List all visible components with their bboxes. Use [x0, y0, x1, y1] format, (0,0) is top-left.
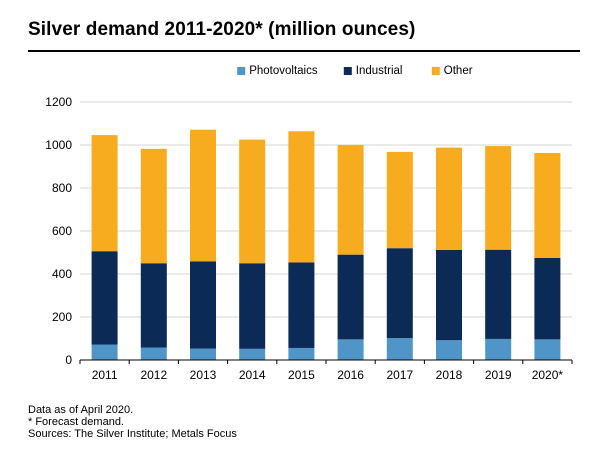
bar-other-2019 [485, 146, 512, 250]
bar-industrial-2017 [386, 248, 413, 339]
x-tick-label: 2012 [140, 368, 167, 382]
chart-notes: Data as of April 2020. * Forecast demand… [28, 404, 237, 440]
x-tick-label: 2011 [92, 368, 118, 382]
bar-other-2018 [436, 147, 462, 250]
bar-other-2014 [239, 139, 266, 264]
bar-photovoltaics-2016 [337, 339, 364, 360]
bar-other-2017 [386, 151, 413, 249]
bar-other-2020 [534, 152, 561, 258]
bar-photovoltaics-2013 [190, 348, 216, 360]
legend-swatch-industrial [343, 67, 352, 75]
y-tick-label: 600 [52, 224, 72, 238]
y-tick-label: 800 [52, 181, 72, 195]
x-tick-label: 2019 [485, 368, 512, 382]
x-tick-label: 2013 [190, 368, 217, 382]
bar-industrial-2014 [239, 263, 266, 349]
x-tick-label: 2020* [532, 368, 564, 382]
x-tick-label: 2018 [436, 368, 463, 382]
chart-frame: Silver demand 2011-2020* (million ounces… [24, 14, 580, 440]
bar-other-2013 [190, 129, 216, 262]
y-tick-label: 1000 [45, 138, 72, 152]
bar-industrial-2020 [534, 257, 561, 340]
bar-industrial-2011 [91, 251, 118, 345]
note-date: Data as of April 2020. [28, 404, 134, 416]
bar-industrial-2018 [436, 249, 462, 341]
legend-swatch-photovoltaics [237, 67, 246, 75]
y-tick-label: 400 [52, 267, 72, 281]
bar-industrial-2012 [140, 263, 167, 348]
legend-label-other: Other [444, 65, 473, 77]
bar-industrial-2015 [288, 262, 315, 348]
note-sources: Sources: The Silver Institute; Metals Fo… [28, 428, 237, 440]
legend-label-industrial: Industrial [356, 65, 403, 77]
y-tick-label: 200 [52, 310, 72, 324]
title-rule [28, 50, 580, 52]
bar-photovoltaics-2019 [485, 338, 512, 360]
y-tick-label: 0 [65, 353, 72, 367]
bar-industrial-2016 [337, 254, 364, 340]
bar-industrial-2019 [485, 249, 512, 339]
legend-swatch-other [431, 67, 440, 75]
chart-title: Silver demand 2011-2020* (million ounces… [28, 19, 416, 40]
bar-other-2012 [140, 148, 167, 264]
x-tick-label: 2016 [337, 368, 364, 382]
silver-demand-chart: 0 200 400 600 800 1000 1200 2011 2012 2013 2014 201… [45, 65, 573, 382]
bar-photovoltaics-2018 [436, 340, 462, 360]
legend-label-photovoltaics: Photovoltaics [249, 65, 318, 77]
x-tick-label: 2015 [288, 368, 315, 382]
bar-industrial-2013 [190, 261, 216, 349]
bar-photovoltaics-2014 [239, 348, 266, 360]
bar-photovoltaics-2011 [91, 344, 118, 360]
bar-photovoltaics-2015 [288, 347, 315, 360]
bar-photovoltaics-2017 [386, 338, 413, 360]
note-forecast: * Forecast demand. [28, 416, 124, 428]
bar-other-2015 [288, 131, 315, 263]
x-tick-label: 2017 [386, 368, 413, 382]
bar-photovoltaics-2020 [534, 339, 561, 360]
x-tick-label: 2014 [239, 368, 266, 382]
bar-other-2011 [91, 135, 118, 252]
bar-photovoltaics-2012 [140, 347, 167, 360]
y-tick-label: 1200 [45, 95, 72, 109]
bar-other-2016 [337, 145, 364, 255]
